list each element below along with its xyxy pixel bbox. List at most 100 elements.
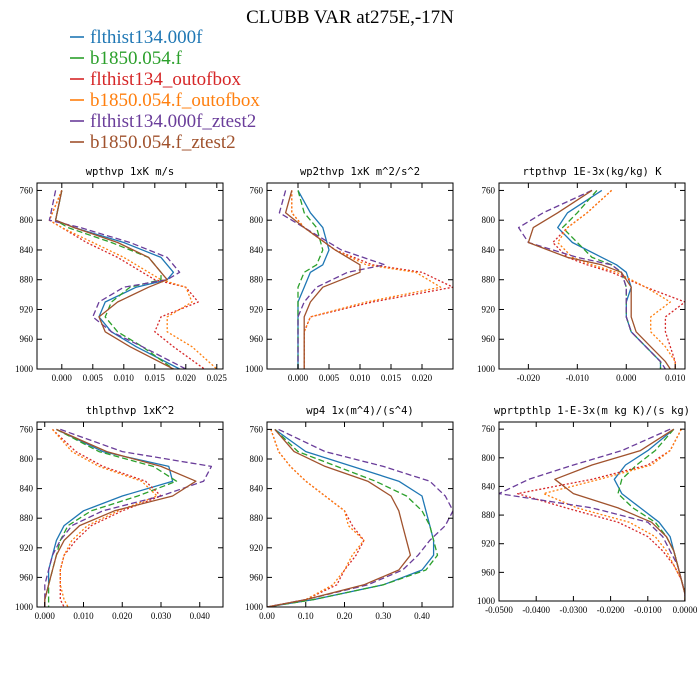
x-tick-label: 0.000: [52, 373, 73, 383]
x-tick-label: 0.020: [176, 373, 197, 383]
plot-frame: [498, 421, 686, 602]
series-line: [267, 429, 365, 607]
y-tick-label: 840: [250, 245, 264, 255]
panel: wp4 1x(m^4)/(s^4) 0.00 0.10 0.20 0.30 0.40 760…: [245, 405, 454, 621]
panel-title: wp4 1x(m^4)/(s^4): [306, 405, 413, 417]
series-line: [499, 428, 685, 601]
y-tick-label: 960: [482, 567, 496, 577]
x-tick-label: 0.030: [151, 611, 172, 621]
x-tick-label: 0.025: [207, 373, 228, 383]
series-line: [278, 190, 386, 369]
x-tick-label: 0.000: [35, 611, 56, 621]
panels: wpthvp 1xK m/s 0.000 0.005 0.010 0.015 0.020 0…: [15, 166, 698, 621]
series-line: [44, 428, 197, 607]
series-line: [517, 189, 666, 369]
y-tick-label: 800: [482, 215, 496, 225]
y-tick-label: 760: [20, 185, 34, 195]
series-line: [267, 429, 365, 607]
y-tick-label: 960: [20, 572, 34, 582]
legend-label: b1850.054.f_outofbox: [90, 90, 260, 111]
panel: wpthvp 1xK m/s 0.000 0.005 0.010 0.015 0.020 0…: [15, 166, 227, 383]
y-tick-label: 760: [20, 424, 34, 434]
x-tick-label: 0.015: [145, 373, 166, 383]
x-tick-label: 0.005: [83, 373, 104, 383]
y-tick-label: 880: [482, 275, 496, 285]
series-line: [552, 189, 685, 369]
panel-title: wp2thvp 1xK m^2/s^2: [300, 166, 420, 178]
x-tick-label: 0.010: [350, 373, 371, 383]
x-tick-label: 0.30: [375, 611, 391, 621]
panel: thlpthvp 1xK^2 0.000 0.010 0.020 0.030 0.040 7…: [15, 405, 224, 621]
series-line: [44, 428, 213, 607]
x-tick-label: 0.010: [73, 611, 94, 621]
x-tick-label: 0.0000: [673, 605, 698, 615]
plot-frame: [266, 182, 454, 370]
y-tick-label: 840: [250, 484, 264, 494]
x-tick-label: 0.010: [665, 373, 686, 383]
series-line: [557, 189, 662, 369]
y-tick-label: 840: [482, 245, 496, 255]
series-line: [48, 190, 187, 369]
y-tick-label: 920: [20, 304, 34, 314]
y-tick-label: 760: [482, 185, 496, 195]
legend-label: b1850.054.f: [90, 48, 183, 69]
x-tick-label: 0.005: [319, 373, 340, 383]
series-line: [54, 190, 174, 369]
y-tick-label: 880: [20, 513, 34, 523]
x-tick-label: -0.0100: [634, 605, 662, 615]
series-line: [297, 190, 330, 369]
y-tick-label: 800: [250, 454, 264, 464]
x-tick-label: 0.00: [259, 611, 275, 621]
panel-title: wprtpthlp 1-E-3x(m kg K)/(s kg): [494, 405, 690, 417]
y-tick-label: 1000: [477, 364, 496, 374]
y-tick-label: 760: [250, 424, 264, 434]
series-line: [297, 190, 324, 369]
x-tick-label: 0.020: [412, 373, 433, 383]
legend-label: b1850.054.f_ztest2: [90, 132, 236, 153]
x-tick-label: -0.020: [517, 373, 541, 383]
y-tick-label: 1000: [245, 364, 264, 374]
plot-frame: [36, 182, 224, 370]
y-tick-label: 760: [482, 424, 496, 434]
x-tick-label: 0.000: [616, 373, 637, 383]
series-line: [52, 428, 162, 607]
y-tick-label: 840: [20, 245, 34, 255]
series-line: [291, 190, 453, 369]
series-line: [52, 428, 158, 607]
panel-title: rtpthvp 1E-3x(kg/kg) K: [522, 166, 662, 178]
series-line: [44, 428, 174, 607]
y-tick-label: 800: [250, 215, 264, 225]
x-tick-label: 0.020: [112, 611, 133, 621]
series-line: [284, 190, 361, 369]
series-line: [267, 428, 453, 607]
y-tick-label: 840: [482, 481, 496, 491]
x-tick-label: 0.015: [381, 373, 402, 383]
legend-label: flthist134_outofbox: [90, 69, 241, 90]
plot-frame: [266, 421, 454, 608]
x-tick-label: 0.040: [190, 611, 211, 621]
x-tick-label: 0.000: [288, 373, 309, 383]
x-tick-label: -0.0500: [485, 605, 513, 615]
x-tick-label: 0.40: [414, 611, 430, 621]
x-tick-label: -0.0200: [597, 605, 625, 615]
x-tick-label: -0.0400: [522, 605, 550, 615]
legend: flthist134.000fb1850.054.fflthist134_out…: [70, 27, 260, 153]
x-tick-label: 0.20: [337, 611, 353, 621]
y-tick-label: 1000: [15, 364, 34, 374]
x-tick-label: -0.010: [566, 373, 590, 383]
series-line: [267, 428, 439, 607]
y-tick-label: 800: [20, 454, 34, 464]
series-line: [617, 428, 685, 601]
series-line: [54, 190, 174, 369]
y-tick-label: 920: [250, 304, 264, 314]
y-tick-label: 840: [20, 484, 34, 494]
y-tick-label: 880: [20, 275, 34, 285]
y-tick-label: 800: [20, 215, 34, 225]
panel-title: wpthvp 1xK m/s: [86, 166, 175, 178]
series-line: [527, 189, 671, 369]
plot-frame: [36, 421, 224, 608]
plot-frame: [498, 182, 686, 370]
y-tick-label: 880: [250, 513, 264, 523]
panel: rtpthvp 1E-3x(kg/kg) K -0.020 -0.010 0.000 0…: [477, 166, 686, 383]
